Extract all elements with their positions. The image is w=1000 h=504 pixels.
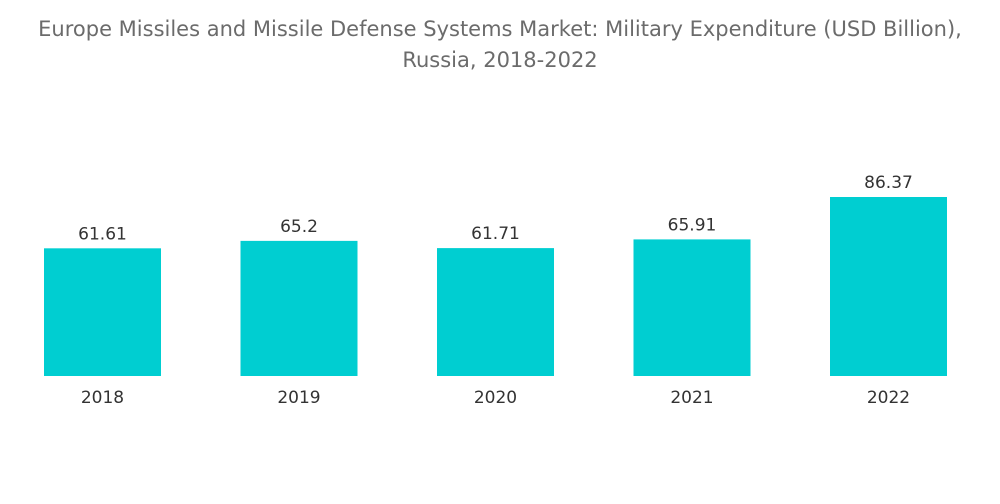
data-label-2022: 86.37 [864,173,913,193]
x-tick-2018: 2018 [81,388,124,408]
x-tick-2019: 2019 [277,388,320,408]
chart-title: Europe Missiles and Missile Defense Syst… [0,14,1000,76]
data-label-2021: 65.91 [668,215,717,235]
data-labels-group: 61.61 65.2 61.71 65.91 86.37 [78,173,913,244]
bar-2018 [44,248,161,376]
bar-2019 [240,240,358,376]
bar-2021 [633,239,751,376]
data-label-2019: 65.2 [280,217,318,237]
chart-subtitle: Russia, 2018-2022 [402,48,598,72]
x-tick-2021: 2021 [670,388,713,408]
chart-title-line1: Europe Missiles and Missile Defense Syst… [38,17,962,41]
bars-group [44,197,947,376]
x-tick-2022: 2022 [867,388,910,408]
data-label-2018: 61.61 [78,224,127,244]
x-axis-tick-labels: 2018 2019 2020 2021 2022 [81,388,910,408]
bar-2020 [437,248,554,376]
bar-2022 [830,197,947,376]
x-tick-2020: 2020 [474,388,517,408]
data-label-2020: 61.71 [471,224,520,244]
